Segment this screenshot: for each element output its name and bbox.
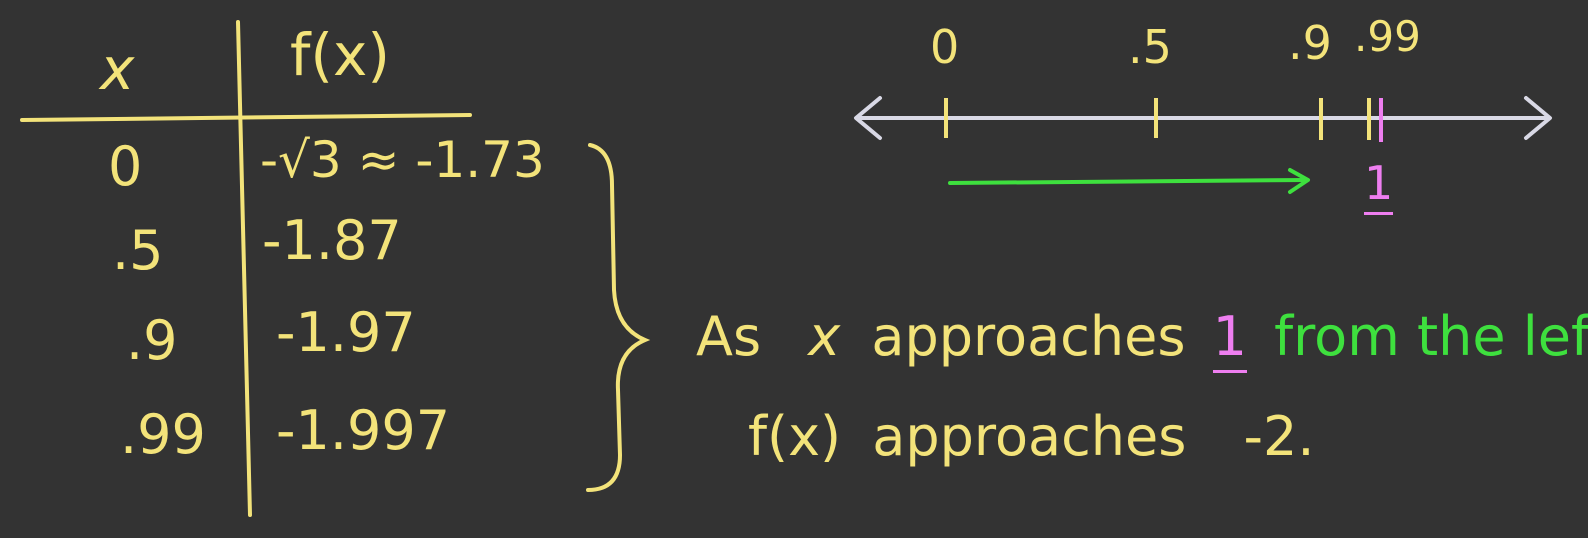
statement-x: x — [808, 305, 841, 368]
tick-label-0-9: .9 — [1288, 16, 1332, 70]
tick-label-0: 0 — [930, 20, 960, 74]
number-line-left-arrow-icon — [854, 96, 882, 140]
statement-target-1: 1 — [1212, 305, 1247, 373]
table-row-0-fx: -√3 ≈ -1.73 — [260, 131, 545, 189]
table-header-x: x — [100, 35, 135, 103]
number-line — [854, 96, 1552, 194]
table-column-divider — [236, 20, 252, 517]
statement-line-1: As x approaches 1 from the left, — [696, 305, 1588, 373]
table-row-3-fx: -1.997 — [276, 399, 451, 462]
approach-arrow-head-icon — [1288, 168, 1310, 194]
statement-direction: from the left, — [1274, 305, 1588, 368]
table-row-2-x: .9 — [126, 309, 178, 372]
tick-label-0-5: .5 — [1128, 20, 1172, 74]
statement-fx: f(x) — [748, 405, 842, 468]
statement-as: As — [696, 305, 762, 368]
curly-brace — [586, 143, 651, 492]
statement-approaches-2: approaches — [872, 405, 1187, 468]
statement-line-2: f(x) approaches -2. — [748, 410, 1315, 464]
target-label-1-text: 1 — [1364, 156, 1394, 215]
number-line-right-arrow-icon — [1524, 96, 1552, 140]
table-header-rule — [20, 113, 472, 122]
table-row-2-fx: -1.97 — [276, 301, 416, 364]
table-header-fx: f(x) — [290, 21, 390, 89]
table-row-0-x: 0 — [108, 135, 143, 198]
table-grid — [20, 20, 472, 517]
target-label-1: 1 — [1364, 156, 1394, 215]
statement-approaches-1: approaches — [871, 305, 1186, 368]
approach-arrow-shaft — [948, 178, 1308, 185]
table-row-3-x: .99 — [120, 403, 206, 466]
statement-limit: -2. — [1243, 405, 1315, 468]
table-row-1-fx: -1.87 — [262, 209, 402, 272]
table-row-1-x: .5 — [112, 219, 164, 282]
tick-label-0-99: .99 — [1354, 12, 1421, 61]
